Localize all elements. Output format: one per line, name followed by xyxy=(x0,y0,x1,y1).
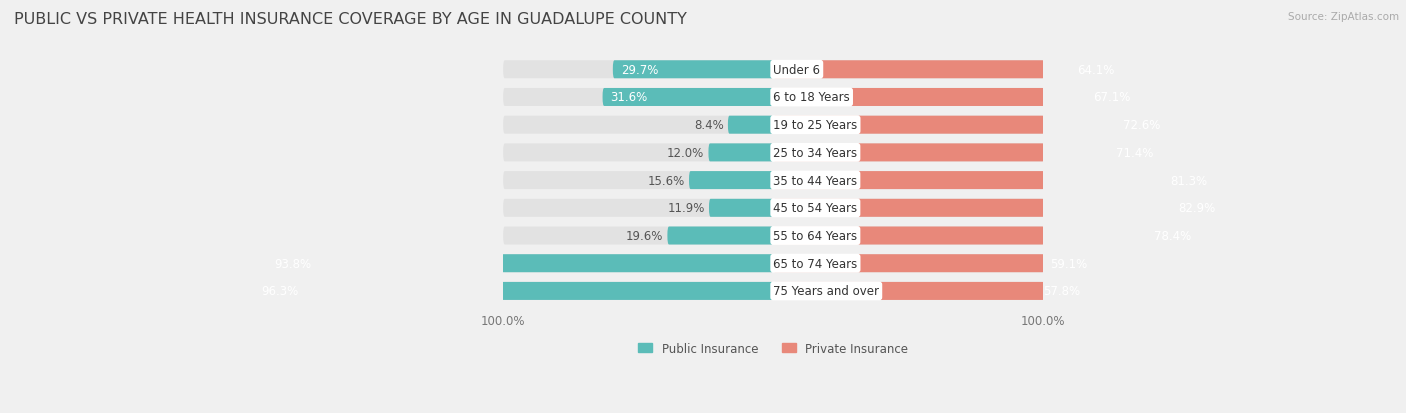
Text: 67.1%: 67.1% xyxy=(1092,91,1130,104)
FancyBboxPatch shape xyxy=(709,199,773,217)
Text: Under 6: Under 6 xyxy=(773,64,820,76)
FancyBboxPatch shape xyxy=(773,116,1166,134)
Text: 29.7%: 29.7% xyxy=(621,64,658,76)
Text: 31.6%: 31.6% xyxy=(610,91,648,104)
FancyBboxPatch shape xyxy=(503,199,1043,217)
Text: 45 to 54 Years: 45 to 54 Years xyxy=(773,202,858,215)
Text: 93.8%: 93.8% xyxy=(274,257,312,270)
FancyBboxPatch shape xyxy=(773,227,1197,245)
Text: 96.3%: 96.3% xyxy=(262,285,298,298)
Text: 25 to 34 Years: 25 to 34 Years xyxy=(773,147,858,159)
FancyBboxPatch shape xyxy=(267,254,773,273)
FancyBboxPatch shape xyxy=(503,172,1043,190)
Text: 8.4%: 8.4% xyxy=(693,119,724,132)
FancyBboxPatch shape xyxy=(503,61,1043,79)
Text: 55 to 64 Years: 55 to 64 Years xyxy=(773,230,858,242)
Text: 78.4%: 78.4% xyxy=(1154,230,1191,242)
Text: 15.6%: 15.6% xyxy=(647,174,685,187)
FancyBboxPatch shape xyxy=(503,116,1043,134)
FancyBboxPatch shape xyxy=(689,172,773,190)
FancyBboxPatch shape xyxy=(773,89,1136,107)
Text: 6 to 18 Years: 6 to 18 Years xyxy=(773,91,851,104)
Text: 59.1%: 59.1% xyxy=(1050,257,1087,270)
FancyBboxPatch shape xyxy=(773,172,1212,190)
FancyBboxPatch shape xyxy=(503,89,1043,107)
FancyBboxPatch shape xyxy=(503,144,1043,162)
FancyBboxPatch shape xyxy=(728,116,773,134)
Text: 19.6%: 19.6% xyxy=(626,230,664,242)
Text: 72.6%: 72.6% xyxy=(1123,119,1160,132)
Text: 64.1%: 64.1% xyxy=(1077,64,1114,76)
Text: 12.0%: 12.0% xyxy=(666,147,704,159)
Text: 19 to 25 Years: 19 to 25 Years xyxy=(773,119,858,132)
FancyBboxPatch shape xyxy=(503,227,1043,245)
FancyBboxPatch shape xyxy=(773,61,1119,79)
Text: 57.8%: 57.8% xyxy=(1043,285,1080,298)
Text: 35 to 44 Years: 35 to 44 Years xyxy=(773,174,858,187)
FancyBboxPatch shape xyxy=(613,61,773,79)
Text: 65 to 74 Years: 65 to 74 Years xyxy=(773,257,858,270)
FancyBboxPatch shape xyxy=(503,254,1043,273)
FancyBboxPatch shape xyxy=(773,282,1085,300)
FancyBboxPatch shape xyxy=(773,199,1222,217)
Text: Source: ZipAtlas.com: Source: ZipAtlas.com xyxy=(1288,12,1399,22)
FancyBboxPatch shape xyxy=(709,144,773,162)
FancyBboxPatch shape xyxy=(773,254,1092,273)
FancyBboxPatch shape xyxy=(603,89,773,107)
Text: 81.3%: 81.3% xyxy=(1170,174,1208,187)
FancyBboxPatch shape xyxy=(503,282,1043,300)
Text: PUBLIC VS PRIVATE HEALTH INSURANCE COVERAGE BY AGE IN GUADALUPE COUNTY: PUBLIC VS PRIVATE HEALTH INSURANCE COVER… xyxy=(14,12,688,27)
FancyBboxPatch shape xyxy=(253,282,773,300)
FancyBboxPatch shape xyxy=(668,227,773,245)
Text: 71.4%: 71.4% xyxy=(1116,147,1153,159)
FancyBboxPatch shape xyxy=(773,144,1159,162)
Text: 82.9%: 82.9% xyxy=(1178,202,1216,215)
Legend: Public Insurance, Private Insurance: Public Insurance, Private Insurance xyxy=(633,337,912,360)
Text: 75 Years and over: 75 Years and over xyxy=(773,285,879,298)
Text: 11.9%: 11.9% xyxy=(668,202,704,215)
